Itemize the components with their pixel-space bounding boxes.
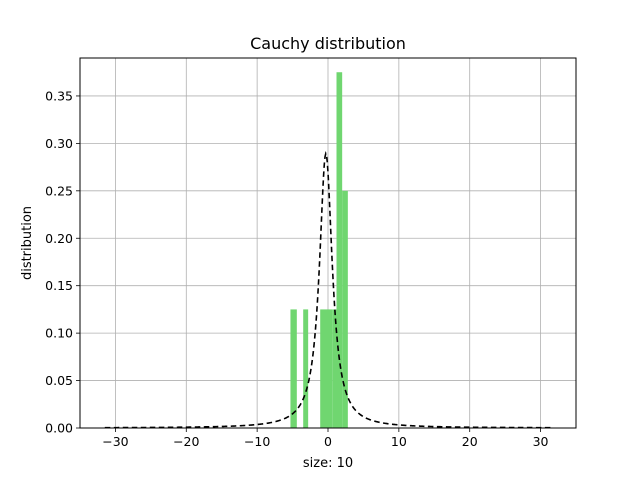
x-tick-label: 10 [391, 434, 407, 449]
histogram-bar [342, 190, 348, 428]
histogram-bar [303, 309, 309, 428]
grid [80, 58, 576, 429]
y-tick-label: 0.00 [45, 421, 73, 436]
y-tick-label: 0.35 [45, 88, 73, 103]
y-tick-label: 0.30 [45, 136, 73, 151]
y-tick-label: 0.25 [45, 183, 73, 198]
x-tick-label: 20 [462, 434, 478, 449]
y-tick-label: 0.20 [45, 231, 73, 246]
x-tick-label: −10 [244, 434, 270, 449]
x-tick-label: 0 [324, 434, 332, 449]
histogram-bars [290, 72, 348, 428]
x-tick-label: 30 [533, 434, 549, 449]
histogram-bar [320, 309, 333, 428]
histogram-bar [332, 309, 337, 428]
pdf-curve [104, 150, 552, 429]
histogram-bar [290, 309, 297, 428]
x-axis-label: size: 10 [303, 456, 353, 471]
x-axis-ticks: −30 −20 −10 0 10 20 30 [102, 428, 549, 449]
histogram-bar [336, 72, 343, 428]
y-tick-label: 0.10 [45, 326, 73, 341]
y-tick-label: 0.05 [45, 373, 73, 388]
x-tick-label: −20 [173, 434, 199, 449]
y-tick-label: 0.15 [45, 278, 73, 293]
x-tick-label: −30 [102, 434, 128, 449]
chart-title: Cauchy distribution [250, 34, 406, 53]
y-axis-label: distribution [20, 206, 35, 280]
y-axis-ticks: 0.00 0.05 0.10 0.15 0.20 0.25 0.30 0.35 [45, 88, 80, 436]
